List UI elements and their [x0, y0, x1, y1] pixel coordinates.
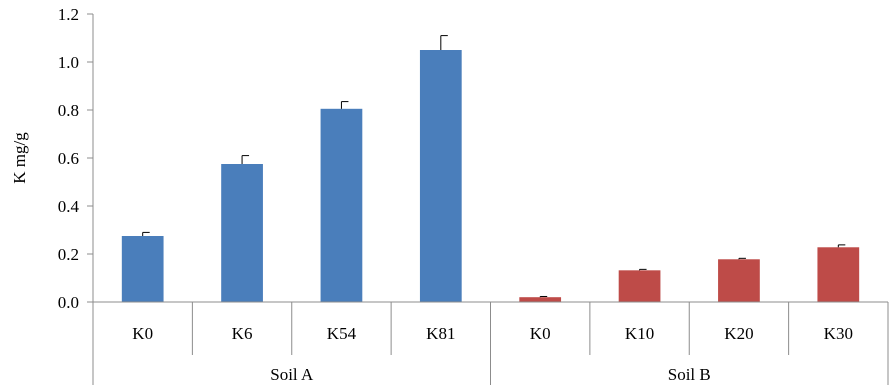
group-label: Soil A [270, 365, 314, 384]
y-tick-label: 0.2 [58, 245, 79, 264]
bars [121, 35, 860, 302]
bar [320, 108, 363, 302]
category-label: K20 [724, 324, 753, 343]
category-labels: K0 K6 K54 K81 K0 K10 K20 K30 [132, 324, 853, 343]
y-tick-label: 0.4 [58, 197, 80, 216]
category-label: K81 [426, 324, 455, 343]
y-ticks: 0.0 0.2 0.4 0.6 0.8 1.0 1.2 [58, 5, 93, 312]
category-label: K0 [132, 324, 153, 343]
category-label: K54 [327, 324, 357, 343]
y-tick-label: 1.2 [58, 5, 79, 24]
bar [618, 270, 661, 302]
y-axis: 0.0 0.2 0.4 0.6 0.8 1.0 1.2 K mg/g [10, 5, 94, 312]
category-label: K6 [232, 324, 253, 343]
category-label: K30 [824, 324, 853, 343]
y-tick-label: 0.0 [58, 293, 79, 312]
category-label: K10 [625, 324, 654, 343]
group-labels: Soil A Soil B [270, 365, 711, 384]
bar [718, 259, 760, 302]
bar [121, 236, 164, 302]
category-label: K0 [530, 324, 551, 343]
bar [221, 164, 263, 302]
y-tick-label: 0.6 [58, 149, 79, 168]
y-tick-label: 1.0 [58, 53, 79, 72]
bar [519, 297, 562, 302]
y-axis-label: K mg/g [10, 132, 29, 184]
y-tick-label: 0.8 [58, 101, 79, 120]
bar [817, 247, 860, 302]
bar [419, 50, 462, 302]
group-label: Soil B [668, 365, 711, 384]
x-axis: K0 K6 K54 K81 K0 K10 K20 K30 Soil A Soil B [92, 301, 889, 385]
x-axis-dividers [92, 302, 889, 385]
